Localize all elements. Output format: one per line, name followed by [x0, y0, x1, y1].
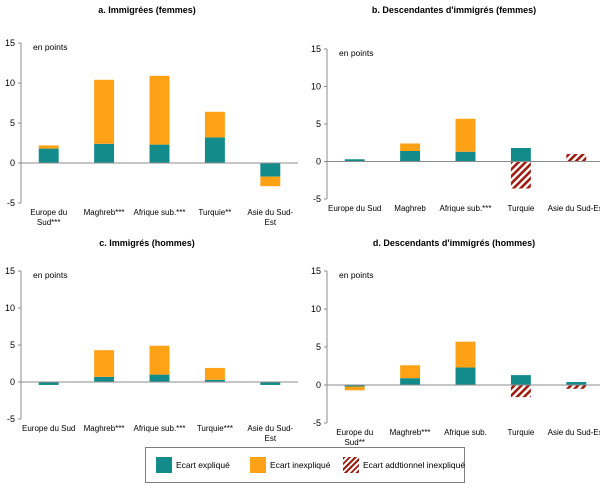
y-tick-label: 10 — [311, 304, 321, 314]
y-tick-label: 10 — [5, 303, 15, 313]
bar-explained — [344, 159, 365, 162]
y-tick-label: -5 — [313, 418, 321, 428]
x-tick-label: Maghreb*** — [84, 208, 125, 217]
y-tick-label: 15 — [5, 266, 15, 276]
bar-explained — [400, 151, 421, 162]
bar-additional — [510, 385, 531, 398]
bar-explained — [260, 382, 281, 385]
chart-panel-a: a. Immigrées (femmes) en points -5 0 5 10 15 Eu… — [5, 5, 298, 227]
y-tick-label: 15 — [311, 266, 321, 276]
chart-panel-c: c. Immigrés (hommes) en points -5 0 5 10 15 Eur… — [5, 238, 298, 443]
bar-unexplained — [344, 386, 365, 391]
chart-title: b. Descendantes d'immigrés (femmes) — [372, 5, 536, 15]
bar-additional — [566, 154, 587, 162]
x-tick-label: Asie du Sud-Est — [247, 208, 293, 227]
y-tick-label: -5 — [7, 198, 15, 208]
bar-additional — [510, 161, 531, 189]
y-tick-label: 5 — [316, 119, 321, 129]
y-tick-label: 0 — [316, 380, 321, 390]
bar-unexplained — [38, 145, 59, 149]
x-tick-label: Maghreb*** — [390, 428, 431, 437]
x-tick-label: Turquie — [507, 428, 534, 437]
x-tick-label: Turquie*** — [197, 424, 233, 433]
bar-unexplained — [400, 143, 421, 151]
bar-explained — [510, 375, 531, 385]
bar-unexplained — [204, 111, 225, 138]
chart-title: d. Descendants d'immigrés (hommes) — [373, 238, 535, 248]
x-tick-label: Asie du Sud-Est — [548, 204, 600, 213]
y-tick-label: -5 — [7, 414, 15, 424]
bar-unexplained — [400, 365, 421, 379]
chart-title: a. Immigrées (femmes) — [98, 5, 196, 15]
legend-swatch-explained — [156, 457, 172, 473]
y-tick-label: 0 — [316, 157, 321, 167]
bar-unexplained — [260, 176, 281, 187]
x-tick-label: Europe du Sud** — [336, 428, 373, 447]
bar-explained — [94, 376, 115, 382]
legend-swatch-unexplained — [250, 457, 266, 473]
x-tick-label: Europe du Sud — [328, 204, 381, 213]
unit-label: en points — [339, 270, 374, 280]
chart-panel-d: d. Descendants d'immigrés (hommes) en poi… — [311, 238, 600, 447]
y-tick-label: -5 — [313, 194, 321, 204]
bar-explained — [400, 378, 421, 385]
chart-panel-b: b. Descendantes d'immigrés (femmes) en po… — [311, 5, 600, 213]
x-tick-label: Maghreb — [394, 204, 426, 213]
bar-explained — [455, 367, 476, 385]
x-tick-label: Afrique sub.*** — [439, 204, 491, 213]
bar-explained — [344, 385, 365, 387]
unit-label: en points — [339, 48, 374, 58]
bar-unexplained — [455, 341, 476, 368]
y-tick-label: 5 — [316, 342, 321, 352]
bar-explained — [204, 379, 225, 382]
x-tick-label: Europe du Sud*** — [30, 208, 67, 227]
legend-swatch-additional — [343, 457, 359, 473]
unit-label: en points — [33, 270, 68, 280]
legend-item-explained: Ecart expliqué — [156, 457, 230, 473]
legend-label-additional: Ecart addtionnel inexpliqué — [363, 460, 466, 470]
legend-label-explained: Ecart expliqué — [176, 460, 230, 470]
bar-unexplained — [94, 79, 115, 144]
bar-explained — [566, 381, 587, 385]
x-tick-label: Europe du Sud — [22, 424, 75, 433]
bar-unexplained — [94, 350, 115, 377]
bar-explained — [38, 382, 59, 385]
y-tick-label: 15 — [5, 38, 15, 48]
y-tick-label: 5 — [10, 340, 15, 350]
x-tick-label: Turquie — [507, 204, 534, 213]
y-tick-label: 0 — [10, 377, 15, 387]
x-tick-label: Maghreb*** — [84, 424, 125, 433]
bar-explained — [38, 148, 59, 163]
bar-explained — [455, 151, 476, 162]
bar-explained — [94, 143, 115, 163]
chart-title: c. Immigrés (hommes) — [99, 238, 195, 248]
y-tick-label: 0 — [10, 158, 15, 168]
y-tick-label: 5 — [10, 118, 15, 128]
bar-explained — [204, 137, 225, 163]
y-tick-label: 15 — [311, 44, 321, 54]
x-tick-label: Turquie** — [198, 208, 231, 217]
x-tick-label: Afrique sub.*** — [133, 208, 185, 217]
bar-unexplained — [455, 118, 476, 152]
y-tick-label: 10 — [311, 82, 321, 92]
bar-unexplained — [149, 345, 170, 375]
x-tick-label: Afrique sub. — [444, 428, 487, 437]
bar-explained — [510, 148, 531, 162]
x-tick-label: Afrique sub.*** — [133, 424, 185, 433]
bar-unexplained — [204, 367, 225, 380]
legend-item-additional: Ecart addtionnel inexpliqué — [343, 457, 465, 473]
bar-explained — [149, 144, 170, 163]
legend-label-unexplained: Ecart inexpliqué — [270, 460, 331, 470]
bar-explained — [260, 163, 281, 177]
legend-item-unexplained: Ecart inexpliqué — [250, 457, 330, 473]
unit-label: en points — [33, 42, 68, 52]
x-tick-label: Asie du Sud-Est — [247, 424, 293, 443]
x-tick-label: Asie du Sud-Est — [548, 428, 600, 437]
bar-additional — [566, 385, 587, 389]
y-tick-label: 10 — [5, 78, 15, 88]
bar-unexplained — [149, 75, 170, 145]
bar-explained — [149, 374, 170, 382]
legend: Ecart expliqué Ecart inexpliqué Ecart ad… — [145, 447, 465, 483]
